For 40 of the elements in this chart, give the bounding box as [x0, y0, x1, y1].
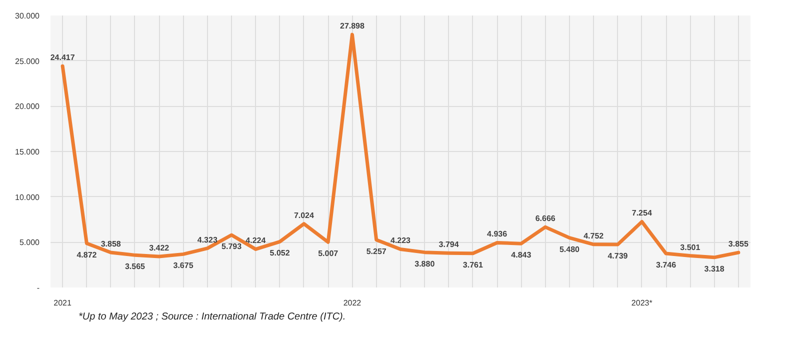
data-label: 24.417 [50, 53, 76, 62]
y-tick-label: 10.000 [15, 192, 40, 202]
data-label: 4.223 [390, 236, 412, 246]
data-label: 5.793 [222, 242, 242, 251]
data-label: 7.024 [294, 210, 315, 220]
data-label: 27.898 [340, 22, 366, 31]
data-label: 3.565 [124, 262, 146, 272]
data-label: 3.422 [149, 243, 170, 252]
data-label: 3.746 [656, 260, 677, 270]
y-tick-label: 20.000 [15, 102, 40, 112]
data-label: 5.052 [270, 248, 290, 258]
text: *Up to May 2023 ; Source : International Trade Centre (ITC). [78, 312, 346, 322]
data-label: 5.007 [318, 249, 339, 258]
data-label: 4.752 [584, 231, 604, 240]
y-tick-label: - [36, 284, 40, 292]
data-label: 3.318 [704, 264, 725, 274]
data-label: 5.257 [366, 246, 387, 256]
y-tick-label: 25.000 [15, 56, 40, 66]
data-label: 3.794 [438, 240, 460, 250]
data-label: 3.761 [462, 260, 484, 270]
data-label: 5.480 [559, 244, 580, 254]
data-label: 4.224 [246, 236, 266, 246]
x-tick-label: 2021 [54, 298, 72, 308]
data-label: 7.254 [632, 208, 652, 218]
y-tick-label: 15.000 [15, 148, 40, 156]
data-label: 6.666 [535, 214, 556, 224]
x-tick-label: 2022 [343, 298, 362, 308]
data-label: 4.936 [487, 230, 508, 239]
data-label: 3.858 [100, 240, 122, 249]
data-label: 4.739 [608, 252, 628, 261]
data-label: 4.843 [511, 250, 532, 260]
data-label: 4.872 [76, 250, 98, 260]
data-label: 3.880 [414, 259, 436, 268]
data-label: 3.675 [173, 261, 194, 270]
x-tick-label: 2023* [631, 298, 652, 308]
data-label: 4.323 [197, 235, 218, 244]
data-label: 3.855 [728, 240, 749, 249]
y-tick-label: 30.000 [15, 12, 40, 20]
data-label: 3.501 [680, 242, 701, 252]
y-tick-label: 5.000 [19, 238, 40, 248]
